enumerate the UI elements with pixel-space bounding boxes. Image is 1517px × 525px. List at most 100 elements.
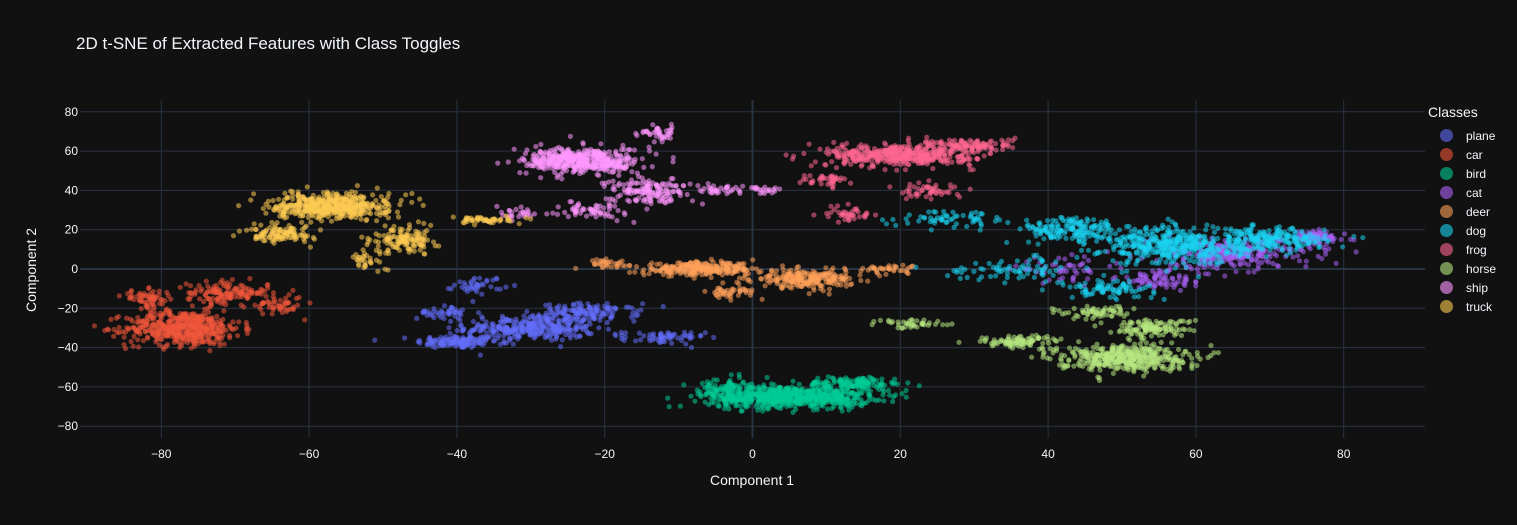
point-plane: [427, 334, 433, 340]
point-bird: [743, 404, 749, 410]
point-deer: [699, 272, 705, 278]
point-plane: [635, 312, 641, 318]
point-dog: [1063, 223, 1069, 229]
point-car: [204, 295, 210, 302]
point-cat: [1193, 283, 1199, 289]
point-dog: [1177, 248, 1183, 254]
point-deer: [620, 263, 626, 269]
point-deer: [779, 263, 786, 269]
point-frog: [885, 153, 891, 159]
point-dog: [1096, 283, 1102, 289]
point-car: [111, 326, 117, 333]
point-dog: [916, 218, 922, 224]
point-car: [131, 333, 137, 339]
point-bird: [765, 406, 771, 412]
point-plane: [438, 340, 444, 347]
point-plane: [402, 335, 408, 341]
point-car: [165, 329, 172, 335]
point-dog: [1211, 248, 1217, 254]
point-cat: [1295, 253, 1301, 259]
point-frog: [933, 153, 940, 159]
point-dog: [1031, 252, 1037, 259]
point-plane: [448, 318, 454, 324]
point-cat: [1259, 259, 1265, 265]
point-dog: [1142, 226, 1148, 232]
point-cat: [1338, 236, 1344, 243]
point-dog: [986, 260, 992, 267]
point-frog: [935, 148, 942, 154]
point-car: [296, 294, 302, 301]
point-dog: [926, 209, 932, 215]
point-car: [218, 321, 224, 327]
point-dog: [957, 275, 963, 281]
point-frog: [949, 159, 955, 165]
point-deer: [758, 275, 764, 282]
point-dog: [1020, 274, 1026, 280]
point-car: [147, 328, 153, 334]
point-dog: [1222, 231, 1229, 237]
point-frog: [783, 152, 789, 158]
point-dog: [1317, 243, 1323, 249]
point-frog: [866, 153, 873, 159]
point-plane: [417, 340, 423, 346]
point-frog: [906, 135, 912, 141]
point-bird: [837, 404, 843, 410]
point-dog: [1116, 227, 1122, 233]
point-deer: [633, 264, 640, 270]
point-plane: [583, 324, 589, 330]
point-dog: [1021, 266, 1027, 272]
point-car: [127, 295, 134, 301]
point-bird: [760, 408, 766, 414]
point-bird: [790, 409, 796, 415]
point-frog: [943, 157, 949, 163]
point-bird: [796, 381, 802, 387]
point-car: [220, 298, 226, 304]
point-dog: [879, 217, 886, 223]
point-plane: [574, 300, 580, 306]
point-plane: [515, 336, 521, 342]
point-bird: [820, 392, 826, 398]
point-dog: [1162, 252, 1168, 258]
point-dog: [1113, 237, 1119, 243]
point-plane: [684, 333, 690, 339]
point-dog: [1134, 258, 1140, 264]
point-dog: [1163, 259, 1169, 265]
point-dog: [1246, 230, 1252, 237]
point-car: [191, 341, 197, 347]
point-plane: [488, 284, 494, 290]
point-car: [276, 302, 282, 309]
point-frog: [834, 150, 840, 156]
point-frog: [965, 142, 971, 149]
point-plane: [613, 306, 619, 312]
point-plane: [438, 314, 444, 320]
point-car: [167, 317, 173, 323]
point-car: [124, 325, 130, 331]
point-cat: [1275, 263, 1282, 269]
point-car: [153, 312, 159, 318]
point-car: [177, 344, 183, 351]
point-plane: [475, 321, 481, 327]
point-plane: [588, 331, 594, 337]
point-frog: [989, 146, 995, 152]
point-car: [181, 324, 187, 330]
point-bird: [736, 383, 742, 389]
point-bird: [841, 381, 847, 387]
point-dog: [1229, 245, 1236, 251]
point-dog: [1053, 218, 1059, 224]
point-deer: [707, 269, 713, 275]
point-plane: [542, 334, 548, 341]
point-deer: [600, 264, 606, 270]
point-dog: [1167, 231, 1173, 237]
point-plane: [483, 330, 490, 336]
point-dog: [975, 214, 981, 220]
point-deer: [900, 262, 906, 268]
point-bird: [809, 382, 815, 388]
point-deer: [734, 279, 740, 285]
point-deer: [826, 286, 833, 292]
point-bird: [729, 387, 735, 394]
point-deer: [604, 259, 610, 266]
point-dog: [1082, 236, 1088, 242]
point-frog: [894, 167, 900, 173]
point-dog: [1097, 249, 1103, 255]
